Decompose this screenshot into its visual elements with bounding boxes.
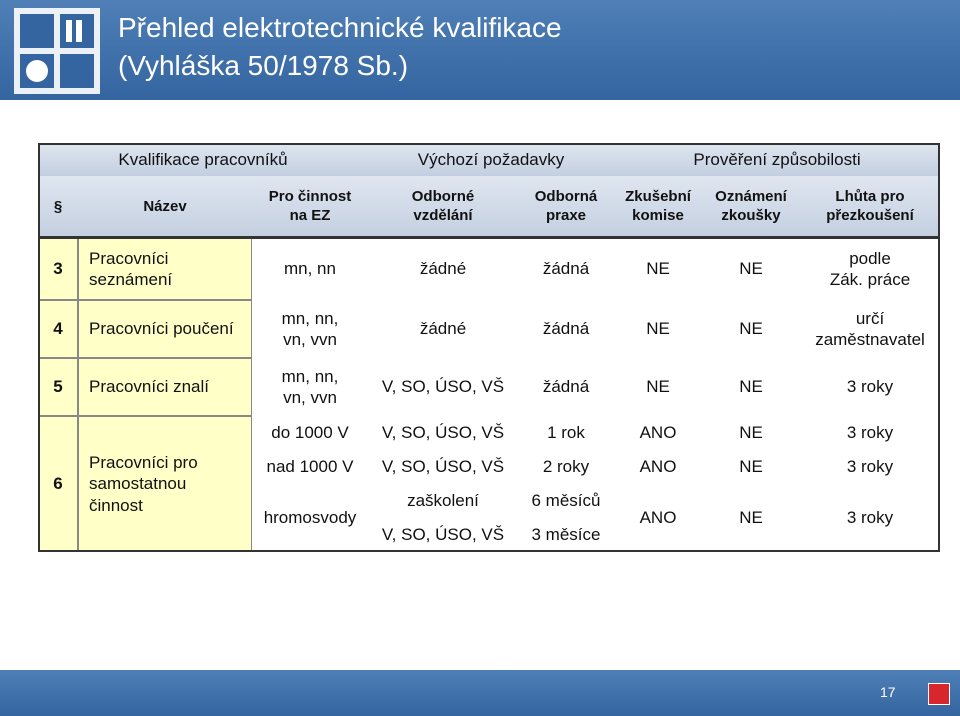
cell-notice: NE [739,508,763,528]
cell-practice: žádná [542,377,590,397]
group-header: Výchozí požadavky [368,143,614,176]
row-name: Pracovníci znalí [78,358,252,416]
cell-practice: 2 roky [542,457,590,477]
cell-education: V, SO, ÚSO, VŠ [381,423,505,443]
cell-education: žádné [419,259,467,279]
column-header: § [38,176,78,238]
cell-notice: NE [739,319,763,339]
column-header: Zkušební komise [614,176,702,238]
cell-activity: hromosvody [263,508,357,528]
column-header: Pro činnost na EZ [252,176,368,238]
cell-activity: do 1000 V [271,423,349,443]
group-header: Prověření způsobilosti [614,143,940,176]
cell-deadline: 3 roky [846,508,894,528]
cell-notice: NE [739,457,763,477]
cell-activity: mn, nn, vn, vvn [281,308,339,349]
cell-activity: nad 1000 V [266,457,354,477]
cell-notice: NE [739,259,763,279]
row-name: Pracovníci pro samostatnou činnost [78,416,252,552]
cell-education: V, SO, ÚSO, VŠ [381,377,505,397]
cell-deadline: 3 roky [846,423,894,443]
cell-commission: ANO [639,508,677,528]
cell-education: žádné [419,319,467,339]
nav-button[interactable] [928,683,950,705]
header-bar [0,0,960,100]
row-number: 4 [38,300,78,358]
cell-deadline: 3 roky [846,457,894,477]
group-header: Kvalifikace pracovníků [38,143,368,176]
cell-notice: NE [739,423,763,443]
cell-commission: NE [646,319,670,339]
footer-bar [0,670,960,716]
column-header: Oznámení zkoušky [702,176,800,238]
cell-deadline: 3 roky [846,377,894,397]
cell-practice: žádná [542,319,590,339]
cell-deadline: určí zaměstnavatel [815,308,925,349]
column-header: Odborné vzdělání [368,176,518,238]
cell-practice: 1 rok [547,423,585,443]
cell-commission: NE [646,259,670,279]
cell-education: V, SO, ÚSO, VŠ [381,457,505,477]
cell-practice: žádná [542,259,590,279]
row-number: 3 [38,238,78,300]
column-header: Odborná praxe [518,176,614,238]
cell-activity: mn, nn [284,259,336,279]
cell-commission: ANO [639,457,677,477]
column-header: Lhůta pro přezkoušení [800,176,940,238]
row-name: Pracovníci poučení [78,300,252,358]
row-name: Pracovníci seznámení [78,238,252,300]
cell-education: V, SO, ÚSO, VŠ [381,525,505,545]
subtitle: (Vyhláška 50/1978 Sb.) [118,50,409,81]
column-header: Název [78,176,252,238]
cell-practice: 3 měsíce [531,525,601,545]
cell-practice: 6 měsíců [531,491,601,511]
row-number: 5 [38,358,78,416]
cell-commission: NE [646,377,670,397]
row-number: 6 [38,416,78,552]
logo [14,8,100,94]
cell-notice: NE [739,377,763,397]
page-number: 17 [880,684,896,700]
title: Přehled elektrotechnické kvalifikace [118,12,562,43]
cell-commission: ANO [639,423,677,443]
cell-activity: mn, nn, vn, vvn [281,366,339,407]
header-rule [38,236,940,239]
cell-deadline: podle Zák. práce [829,248,911,289]
cell-education: zaškolení [407,491,479,511]
